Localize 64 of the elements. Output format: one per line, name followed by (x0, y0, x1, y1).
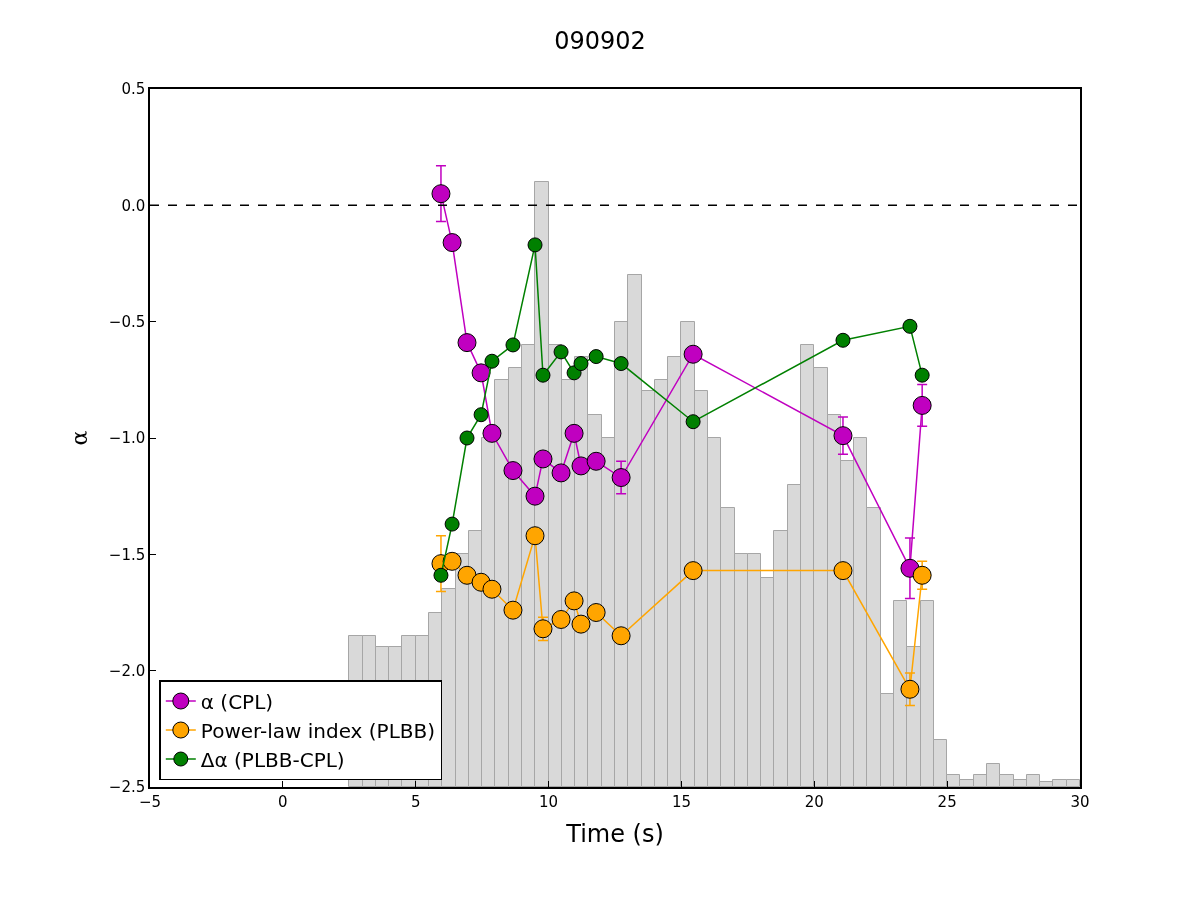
point (902, 318, 918, 334)
point (553, 344, 569, 360)
x-tick-label: 15 (671, 792, 691, 811)
x-axis-title: Time (s) (565, 819, 664, 848)
point (611, 626, 631, 646)
y-axis-title: α (67, 430, 93, 446)
y-tick-label: −2.0 (108, 661, 146, 680)
point (527, 237, 543, 253)
point (551, 463, 571, 483)
point (471, 363, 491, 383)
y-tick-label: −0.5 (108, 312, 146, 331)
point (685, 414, 701, 430)
point (564, 423, 584, 443)
point (533, 449, 553, 469)
point (431, 184, 451, 204)
point (564, 591, 584, 611)
point (571, 456, 591, 476)
point (573, 356, 589, 372)
point (457, 333, 477, 353)
point (588, 349, 604, 365)
point (444, 516, 460, 532)
y-tick-label: −1.5 (108, 545, 146, 564)
point (914, 367, 930, 383)
point (442, 551, 462, 571)
point (683, 344, 703, 364)
point (835, 332, 851, 348)
x-tick-label: 10 (539, 792, 559, 811)
point (912, 395, 932, 415)
x-tick-label: 30 (1070, 792, 1090, 811)
point (482, 579, 502, 599)
x-tick-label: 5 (410, 792, 421, 811)
point (535, 367, 551, 383)
point (457, 565, 477, 585)
point (571, 614, 591, 634)
legend-label: Power-law index (PLBB) (200, 718, 436, 743)
point (586, 603, 606, 622)
y-tick-label: 0.0 (121, 196, 146, 215)
x-tick-label: 25 (937, 792, 957, 811)
point (611, 468, 631, 488)
point (473, 407, 489, 423)
point (505, 337, 521, 353)
point (459, 430, 475, 446)
point (482, 423, 502, 443)
y-tick-label: 0.5 (121, 80, 146, 99)
point (503, 461, 523, 481)
point (503, 600, 523, 620)
point (525, 526, 545, 546)
x-tick-label: 0 (278, 792, 288, 811)
point (484, 353, 500, 369)
point (833, 561, 853, 581)
legend-label: Δα (PLBB-CPL) (200, 747, 345, 772)
point (433, 567, 449, 583)
point (613, 356, 629, 372)
chart-title: 090902 (554, 26, 646, 55)
point (525, 486, 545, 506)
point (900, 679, 920, 699)
point (912, 565, 932, 585)
point (586, 451, 606, 471)
point (833, 426, 853, 446)
x-tick-label: 20 (804, 792, 824, 811)
point (551, 609, 571, 629)
y-tick-label: −1.0 (108, 429, 146, 448)
point (683, 561, 703, 581)
legend-label: α (CPL) (200, 689, 274, 714)
